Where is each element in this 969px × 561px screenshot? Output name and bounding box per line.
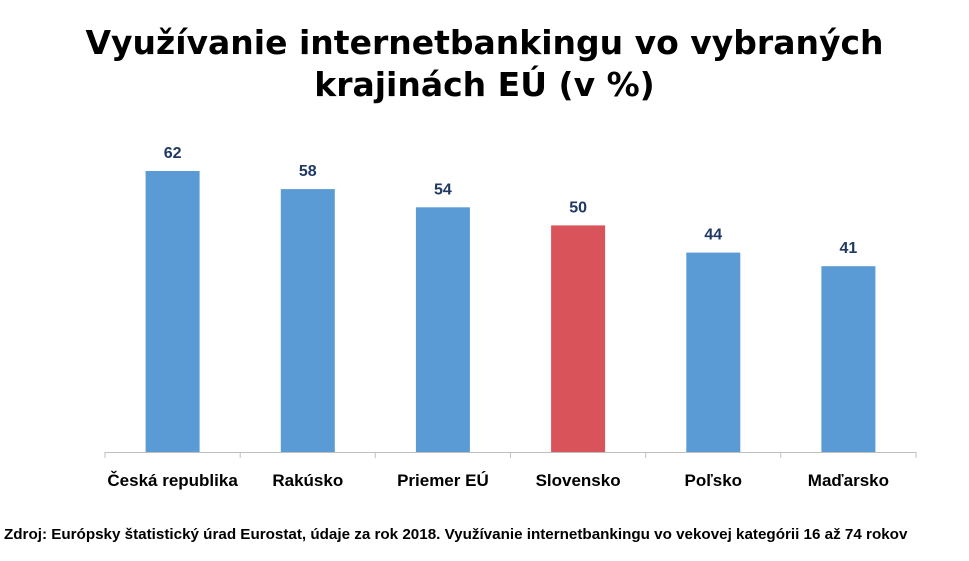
chart-title-line-2: krajinách EÚ (v %) xyxy=(314,65,655,104)
data-label-rakusko: 58 xyxy=(299,163,317,180)
value-labels-layer: 62 58 54 50 44 41 xyxy=(164,145,858,257)
category-label-priemer-eu: Priemer EÚ xyxy=(397,471,489,490)
bar-rakusko xyxy=(280,189,335,452)
data-label-slovensko: 50 xyxy=(569,199,587,216)
category-label-slovensko: Slovensko xyxy=(536,471,621,490)
category-label-polsko: Poľsko xyxy=(685,471,743,490)
source-note: Zdroj: Európsky štatistický úrad Eurosta… xyxy=(4,526,908,543)
chart-title-line-1: Využívanie internetbankingu vo vybraných xyxy=(85,23,884,62)
data-label-priemer-eu: 54 xyxy=(434,181,452,198)
bar-ceska-republika xyxy=(145,171,200,452)
bar-madarsko xyxy=(821,266,876,452)
category-label-ceska-republika: Česká republika xyxy=(107,471,238,490)
category-labels-layer: Česká republika Rakúsko Priemer EÚ Slovensk… xyxy=(107,471,889,490)
bars-layer xyxy=(145,171,876,452)
bar-priemer-eu xyxy=(415,207,470,452)
bar-polsko xyxy=(686,252,741,452)
data-label-ceska-republika: 62 xyxy=(164,145,182,162)
x-axis xyxy=(104,452,917,458)
data-label-madarsko: 41 xyxy=(840,240,858,257)
data-label-polsko: 44 xyxy=(704,227,722,244)
bar-slovensko xyxy=(551,225,606,452)
category-label-madarsko: Maďarsko xyxy=(808,471,889,490)
chart-title: Využívanie internetbankingu vo vybraných… xyxy=(0,22,969,106)
category-label-rakusko: Rakúsko xyxy=(272,471,343,490)
